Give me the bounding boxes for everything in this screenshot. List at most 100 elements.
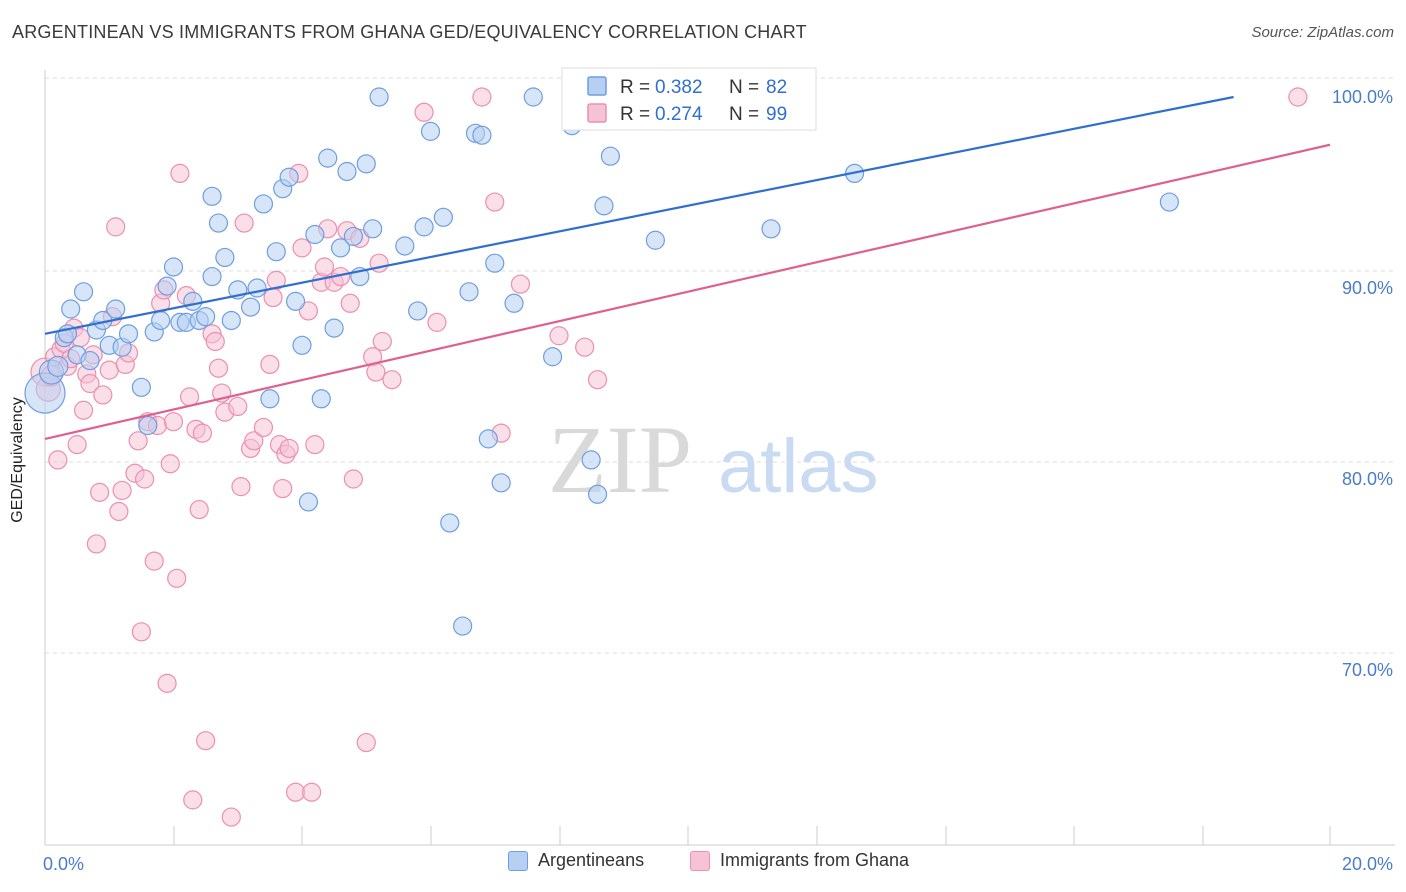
ghana-point: [549, 326, 569, 346]
legend-n-value-blue: 82: [766, 77, 787, 98]
ghana-point: [266, 270, 286, 290]
argentinean-point: [453, 616, 473, 636]
ghana-point: [427, 312, 447, 332]
legend-n-label: N =: [729, 104, 759, 125]
ghana-point: [472, 87, 492, 107]
ghana-point: [302, 782, 322, 802]
bottom-legend-label: Immigrants from Ghana: [720, 850, 910, 870]
argentinean-point: [202, 186, 222, 206]
ghana-point: [366, 362, 386, 382]
y-tick-label: 80.0%: [1342, 469, 1393, 489]
argentinean-point: [298, 492, 319, 512]
bottom-legend-argentineans[interactable]: Argentineans: [508, 850, 644, 871]
argentinean-point: [491, 473, 511, 493]
ghana-point: [131, 622, 151, 642]
argentinean-points: [24, 87, 1179, 636]
legend-r-value-blue: 0.382: [655, 77, 703, 98]
argentinean-point: [208, 213, 229, 233]
ghana-point: [253, 417, 274, 438]
x-tick-label: 0.0%: [43, 854, 84, 874]
argentinean-point: [73, 282, 94, 302]
argentinean-point: [106, 299, 126, 319]
x-tick-label: 20.0%: [1342, 854, 1393, 874]
argentinean-point: [363, 219, 383, 239]
ghana-point: [192, 423, 213, 443]
argentinean-point: [395, 236, 415, 256]
ghana-trend-line: [44, 143, 1331, 440]
ghana-point: [144, 551, 164, 571]
argentinean-point: [292, 335, 312, 355]
ghana-point: [575, 337, 595, 357]
argentinean-point: [440, 513, 460, 533]
ghana-point: [189, 499, 209, 520]
axes: [44, 70, 1395, 846]
argentinean-point: [202, 266, 222, 287]
ghana-points: [30, 87, 1308, 827]
argentinean-point: [587, 484, 608, 504]
ghana-point: [106, 217, 126, 237]
ghana-point: [221, 807, 241, 827]
bottom-legend-label: Argentineans: [538, 850, 645, 870]
argentinean-point: [241, 297, 261, 317]
ghana-point: [205, 331, 225, 352]
argentinean-point: [330, 238, 351, 258]
argentinean-point: [343, 226, 363, 247]
argentinean-point: [1159, 192, 1179, 212]
argentinean-point: [472, 125, 492, 145]
argentinean-point: [318, 148, 338, 168]
ghana-point: [279, 438, 299, 459]
ghana-point: [90, 482, 110, 502]
ghana-point: [298, 301, 319, 321]
ghana-point: [260, 354, 280, 374]
ghana-point: [244, 431, 264, 451]
argentinean-point: [279, 167, 299, 187]
ghana-point: [93, 385, 113, 405]
ghana-point: [485, 192, 505, 212]
argentinean-point: [138, 415, 158, 436]
legend-n-label: N =: [729, 77, 759, 98]
ghana-point: [1288, 87, 1308, 107]
legend-r-label: R =: [620, 104, 650, 125]
argentinean-point: [594, 196, 614, 216]
legend-r-label: R =: [620, 77, 650, 98]
ghana-point: [48, 450, 68, 470]
argentinean-point: [118, 324, 139, 344]
argentinean-point: [356, 154, 376, 174]
legend-swatch-blue: [587, 76, 607, 96]
ghana-point: [231, 477, 251, 497]
argentinean-point: [247, 278, 267, 298]
argentinean-point: [324, 318, 344, 338]
ghana-point: [356, 732, 376, 753]
argentinean-point: [433, 207, 453, 227]
ghana-swatch-icon: [690, 850, 710, 871]
argentinean-trend-line: [44, 95, 1234, 335]
argentinean-point: [523, 87, 543, 107]
argentinean-point: [61, 299, 81, 319]
ghana-point: [382, 370, 402, 390]
argentinean-point: [253, 194, 274, 214]
argentinean-point: [215, 247, 235, 268]
watermark: ZIP atlas: [548, 406, 879, 513]
ghana-point: [99, 360, 119, 380]
watermark-atlas: atlas: [718, 424, 879, 509]
argentinean-point: [196, 307, 216, 327]
bottom-legend-ghana[interactable]: Immigrants from Ghana: [690, 850, 909, 871]
ghana-point: [587, 370, 608, 390]
argentinean-point: [478, 429, 498, 449]
ghana-point: [160, 454, 180, 474]
argentinean-point: [459, 282, 479, 302]
argentinean-point: [151, 310, 171, 331]
stats-legend: R = 0.382 N = 82 R = 0.274 N = 99: [561, 67, 817, 131]
argentinean-point: [305, 224, 325, 245]
argentinean-point: [131, 377, 151, 397]
argentinean-point: [157, 276, 177, 296]
argentinean-point: [260, 389, 280, 409]
watermark-zip: ZIP: [548, 406, 692, 513]
argentinean-point: [80, 350, 100, 371]
ghana-point: [67, 435, 87, 455]
ghana-point: [163, 412, 184, 432]
ghana-point: [134, 469, 155, 489]
ghana-point: [86, 534, 107, 554]
argentinean-point: [47, 355, 69, 377]
